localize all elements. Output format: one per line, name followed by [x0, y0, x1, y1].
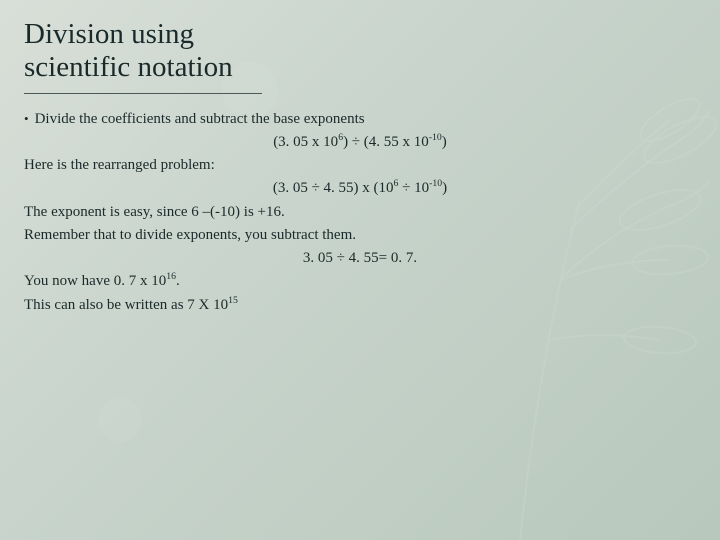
bullet-glyph: •: [24, 109, 29, 129]
text-line-3: Here is the rearranged problem:: [24, 154, 696, 177]
text-line-6: Remember that to divide exponents, you s…: [24, 224, 696, 247]
text-line-9: This can also be written as 7 X 1015: [24, 294, 696, 317]
text-line-5: The exponent is easy, since 6 –(-10) is …: [24, 201, 696, 224]
slide-body: • Divide the coefficients and subtract t…: [24, 108, 696, 317]
equation-line-2: (3. 05 ÷ 4. 55) x (106 ÷ 10-10): [24, 177, 696, 200]
title-underline: [24, 93, 262, 94]
text-line-8: You now have 0. 7 x 1016.: [24, 270, 696, 293]
equation-line-1: (3. 05 x 106) ÷ (4. 55 x 10-10): [24, 131, 696, 154]
title-line-1: Division using: [24, 18, 194, 50]
text-line-1: Divide the coefficients and subtract the…: [35, 108, 365, 131]
equation-line-3: 3. 05 ÷ 4. 55= 0. 7.: [24, 247, 696, 270]
slide-container: Division using scientific notation • Div…: [0, 0, 720, 540]
slide-title: Division using scientific notation: [24, 18, 696, 89]
title-line-2: scientific notation: [24, 51, 233, 83]
bullet-line-1: • Divide the coefficients and subtract t…: [24, 108, 696, 131]
